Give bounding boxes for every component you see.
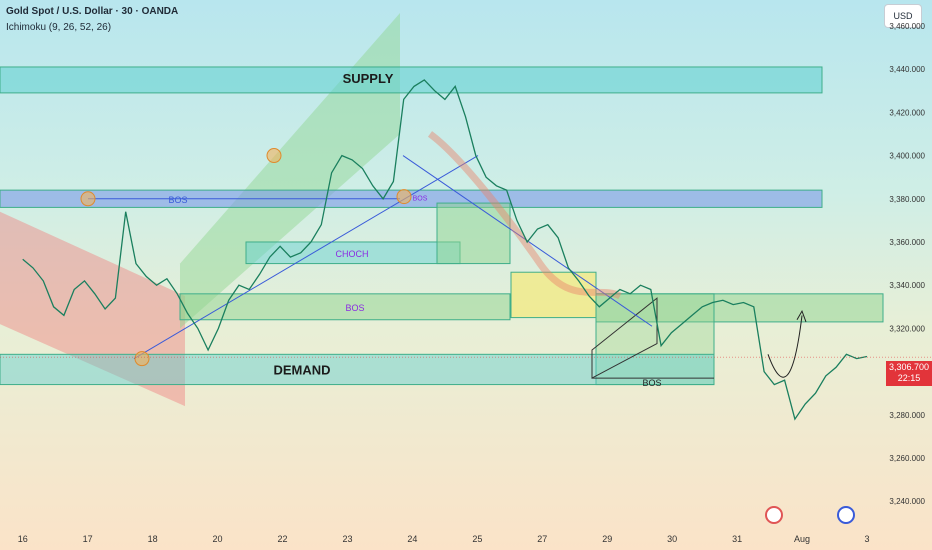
swing-point-0 (80, 191, 96, 207)
trendline-up (133, 155, 479, 360)
x-tick-label-6: 24 (407, 534, 417, 544)
y-tick-label-8: 3,280.000 (889, 411, 925, 420)
x-tick-label-2: 18 (148, 534, 158, 544)
demand-zone (0, 353, 715, 386)
yellow-zone (510, 271, 597, 319)
y-tick-label-3: 3,400.000 (889, 152, 925, 161)
x-tick-label-3: 20 (213, 534, 223, 544)
choch-label: CHOCH (336, 249, 369, 259)
y-tick-label-0: 3,460.000 (889, 22, 925, 31)
bos-mid-zone (179, 293, 511, 321)
x-tick-label-12: Aug (794, 534, 810, 544)
event-flag-icon[interactable] (765, 506, 783, 524)
bullish-channel (180, 12, 400, 329)
x-tick-label-7: 25 (472, 534, 482, 544)
current-price-tag: 3,306.700 22:15 (886, 361, 932, 386)
us-flag-icon[interactable] (837, 506, 855, 524)
target-zone (595, 293, 884, 323)
bos-top-label: BOS (168, 195, 187, 205)
projection-path (767, 315, 803, 378)
x-tick-label-1: 17 (83, 534, 93, 544)
consolidation-zone (436, 202, 511, 265)
x-tick-label-11: 31 (732, 534, 742, 544)
currency-button[interactable]: USD (884, 4, 922, 28)
price-series (22, 79, 868, 421)
y-tick-label-7: 3,320.000 (889, 324, 925, 333)
x-tick-label-10: 30 (667, 534, 677, 544)
x-tick-label-0: 16 (18, 534, 28, 544)
ichimoku-cloud (427, 131, 622, 300)
x-tick-label-13: 3 (865, 534, 870, 544)
bos-bottom-label: BOS (642, 378, 661, 388)
swing-point-3 (396, 189, 412, 205)
y-tick-label-10: 3,240.000 (889, 497, 925, 506)
swing-point-2 (134, 351, 150, 367)
x-tick-label-4: 22 (278, 534, 288, 544)
y-tick-label-9: 3,260.000 (889, 454, 925, 463)
projection-arrowhead (796, 309, 807, 323)
supply-zone (0, 66, 823, 94)
current-price: 3,306.700 (888, 362, 930, 372)
x-tick-label-5: 23 (342, 534, 352, 544)
y-tick-label-1: 3,440.000 (889, 65, 925, 74)
x-tick-label-9: 29 (602, 534, 612, 544)
y-tick-label-2: 3,420.000 (889, 108, 925, 117)
wedge-pattern (591, 297, 658, 379)
bos-small-label: BOS (413, 196, 428, 203)
y-tick-label-6: 3,340.000 (889, 281, 925, 290)
x-tick-label-8: 27 (537, 534, 547, 544)
swing-point-1 (266, 148, 282, 164)
indicator-label: Ichimoku (9, 26, 52, 26) (6, 22, 112, 33)
y-tick-label-5: 3,360.000 (889, 238, 925, 247)
bos-mid-label: BOS (345, 303, 364, 313)
demand-label: DEMAND (273, 362, 330, 377)
y-tick-label-4: 3,380.000 (889, 195, 925, 204)
chart-title: Gold Spot / U.S. Dollar · 30 · OANDA (6, 6, 179, 17)
bar-countdown: 22:15 (897, 373, 921, 383)
supply-label: SUPPLY (343, 71, 394, 86)
